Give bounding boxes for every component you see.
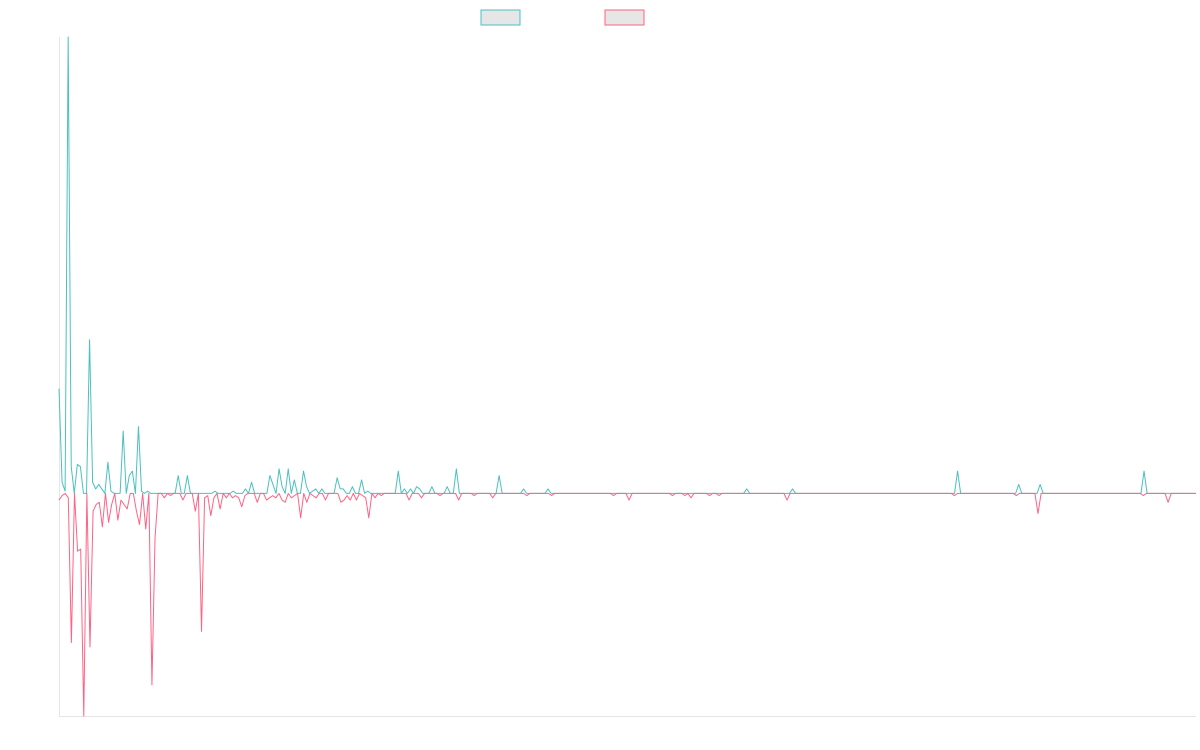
legend	[480, 9, 645, 26]
series-layer	[58, 36, 1196, 717]
series-line-2	[58, 492, 1196, 717]
series-line-1	[58, 36, 1196, 494]
plot-area	[58, 36, 1196, 717]
legend-swatch-series-1[interactable]	[480, 9, 521, 26]
legend-swatch-series-2[interactable]	[604, 9, 645, 26]
